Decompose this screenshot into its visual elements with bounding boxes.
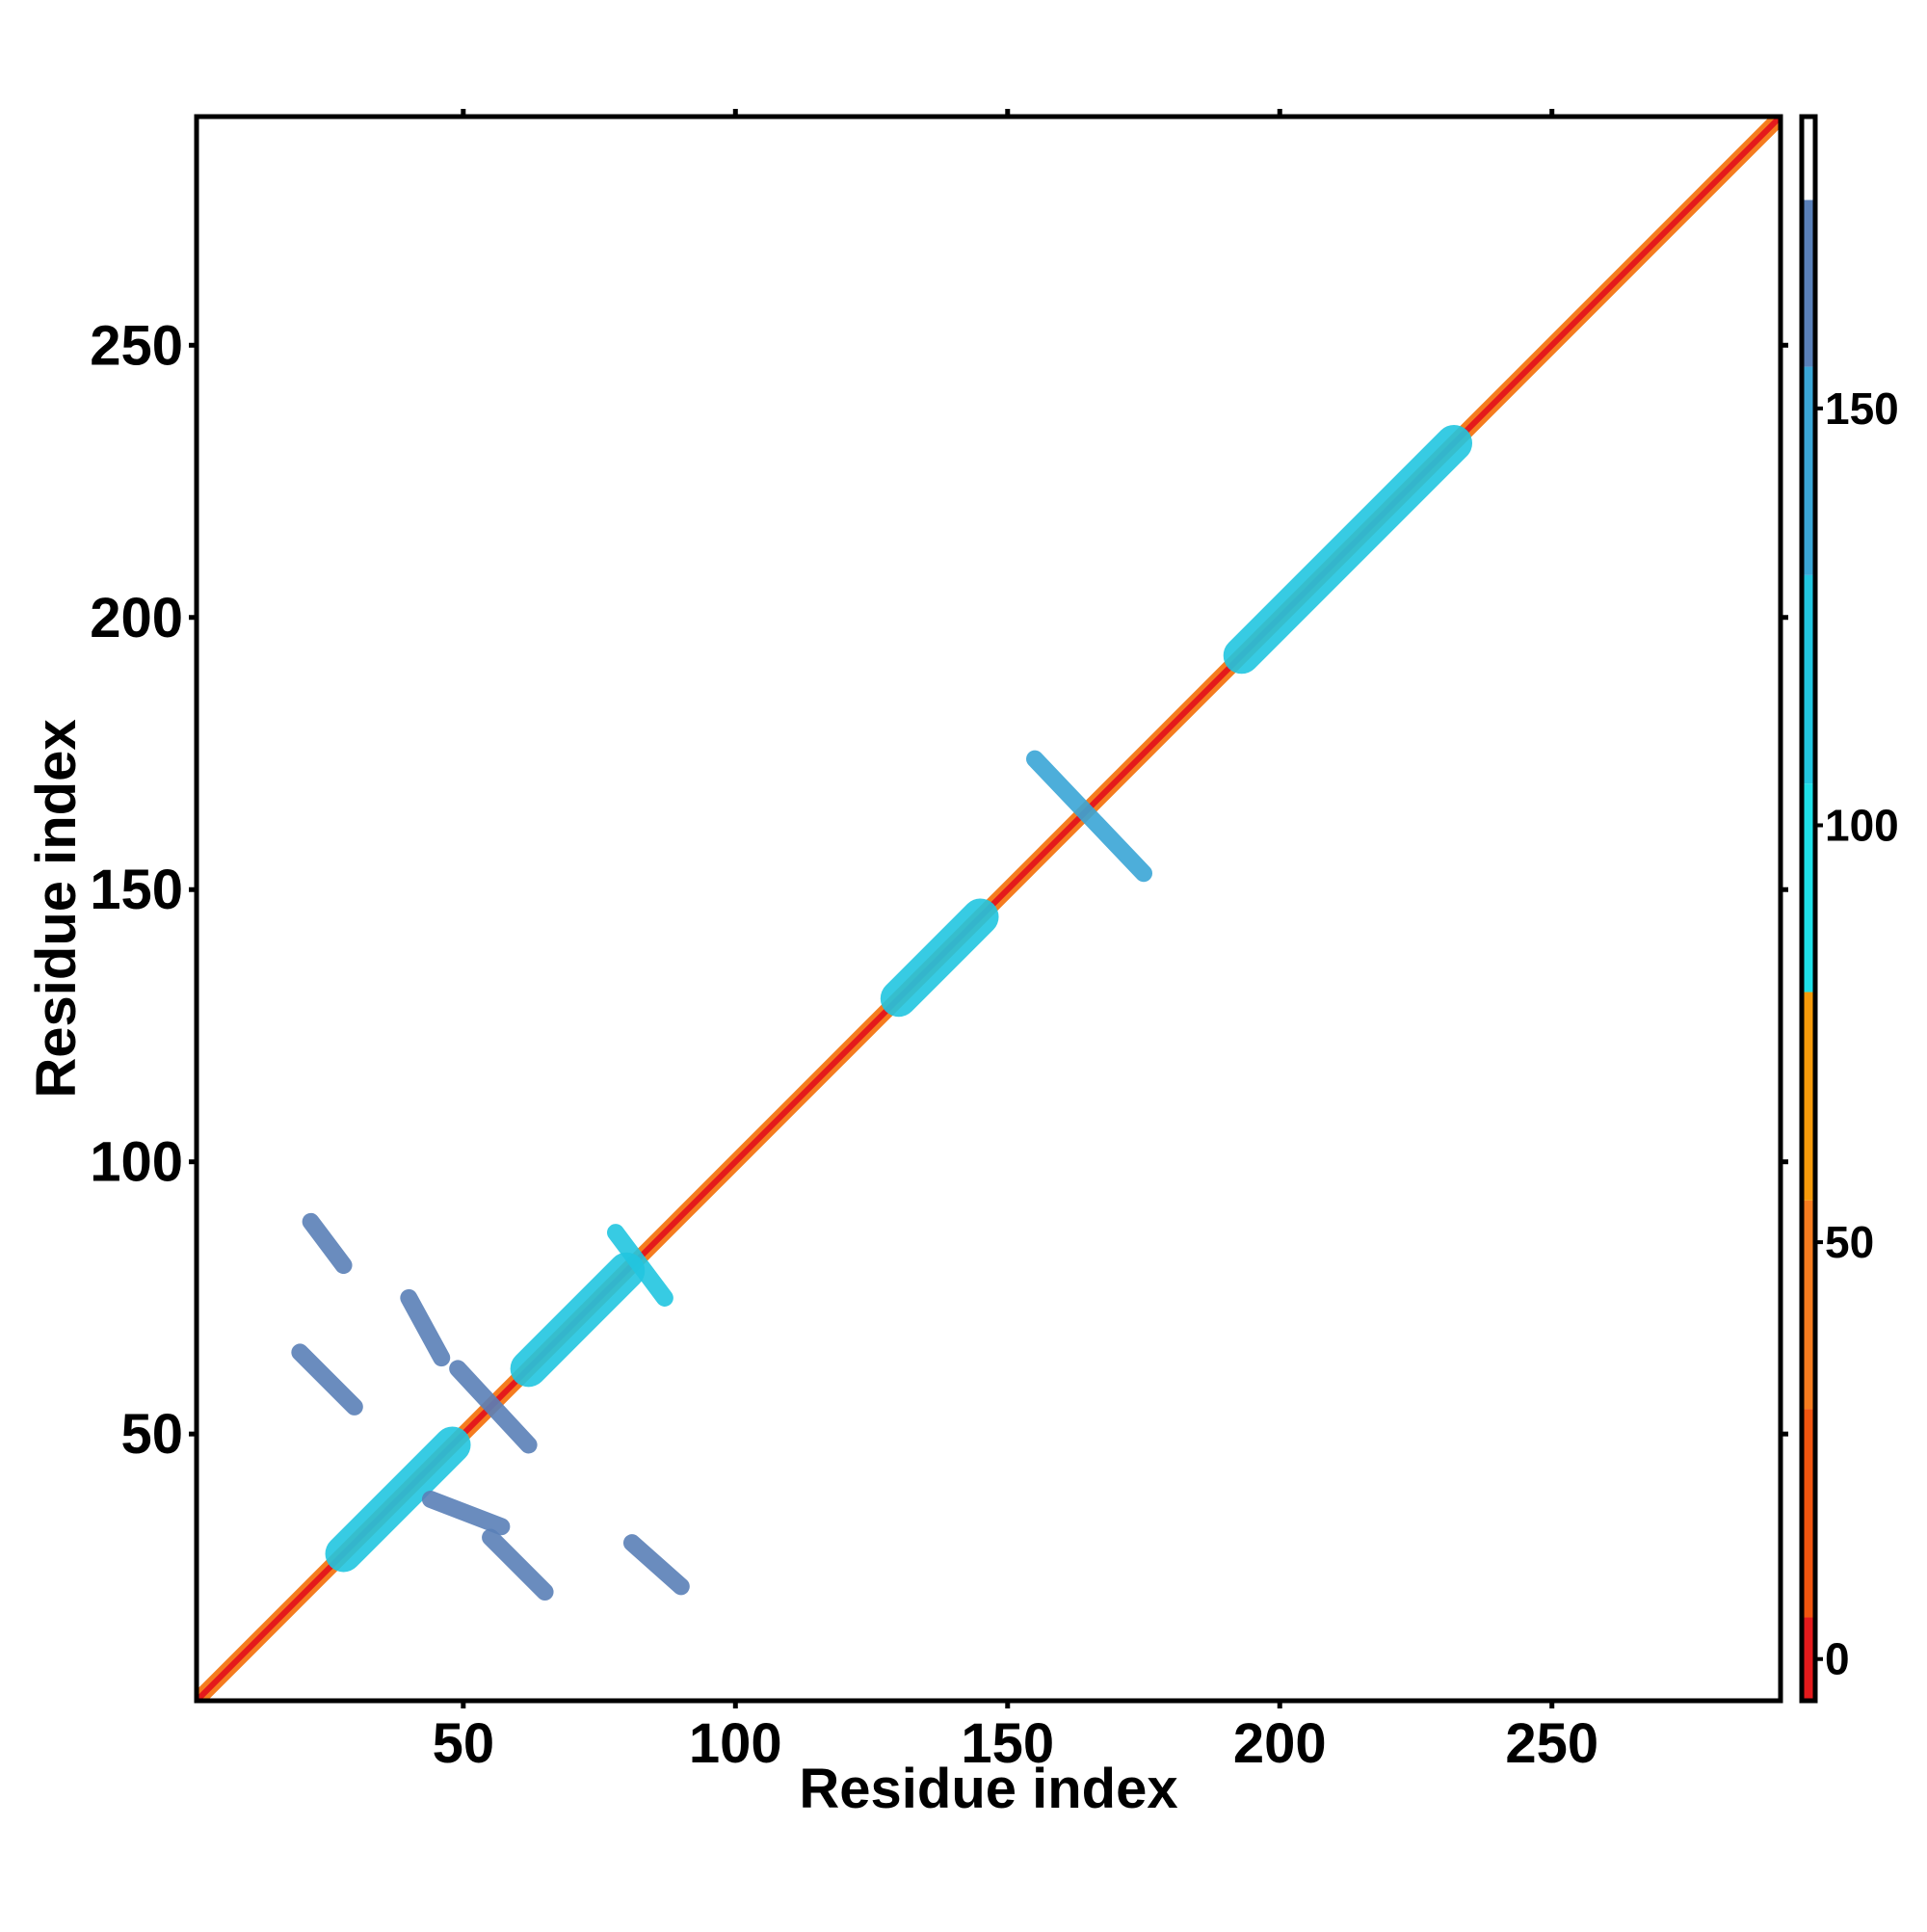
y-ticks: 50 100 150 200 250 bbox=[90, 314, 1788, 1466]
x-tick-label: 250 bbox=[1505, 1712, 1598, 1775]
colorbar-segment bbox=[1802, 1409, 1815, 1618]
colorbar-segment bbox=[1802, 199, 1815, 367]
colorbar-tick-label: 150 bbox=[1825, 384, 1899, 434]
colorbar-frame bbox=[1799, 114, 1818, 1704]
y-tick-label: 50 bbox=[120, 1403, 183, 1466]
colorbar bbox=[1802, 117, 1815, 1701]
contact-region-sheet-a bbox=[302, 1212, 353, 1275]
colorbar-segment bbox=[1802, 117, 1815, 200]
contact-regions bbox=[197, 117, 1781, 1701]
y-tick-label: 250 bbox=[90, 314, 183, 377]
y-tick-label: 100 bbox=[90, 1131, 183, 1194]
x-axis-label: Residue index bbox=[799, 1758, 1177, 1820]
contact-region-strand-e bbox=[421, 1490, 511, 1536]
plot-frame bbox=[194, 114, 1783, 1704]
x-tick-label: 100 bbox=[689, 1712, 782, 1775]
colorbar-segment bbox=[1802, 992, 1815, 1201]
contact-region-anti-parallel-3 bbox=[607, 1224, 673, 1307]
colorbar-tick-label: 50 bbox=[1825, 1217, 1874, 1267]
x-ticks: 50 100 150 200 250 bbox=[433, 109, 1598, 1775]
colorbar-segment bbox=[1802, 1617, 1815, 1701]
contact-region-strand-f bbox=[400, 1288, 451, 1367]
contact-region-helix-1 bbox=[325, 1426, 471, 1573]
y-axis-label: Residue index bbox=[25, 719, 88, 1098]
contact-region-sheet-d bbox=[622, 1534, 690, 1596]
contact-region-helix-3 bbox=[880, 898, 999, 1018]
colorbar-segment bbox=[1802, 366, 1815, 575]
contact-region-anti-parallel-2 bbox=[1026, 750, 1153, 883]
colorbar-ticks: 0 50 100 150 bbox=[1815, 384, 1899, 1684]
x-tick-label: 200 bbox=[1233, 1712, 1327, 1775]
contact-region-sheet-b bbox=[291, 1343, 363, 1416]
colorbar-tick-label: 100 bbox=[1825, 800, 1899, 850]
y-tick-label: 150 bbox=[90, 859, 183, 921]
colorbar-segment bbox=[1802, 1200, 1815, 1410]
contact-region-anti-parallel-1 bbox=[449, 1360, 538, 1454]
contact-region-helix-4 bbox=[1223, 424, 1473, 675]
colorbar-tick-label: 0 bbox=[1825, 1634, 1850, 1684]
colorbar-segment bbox=[1802, 574, 1815, 784]
contact-region-sheet-c bbox=[482, 1528, 554, 1601]
colorbar-segment bbox=[1802, 783, 1815, 992]
contact-region-helix-2 bbox=[510, 1252, 646, 1388]
x-tick-label: 150 bbox=[961, 1712, 1054, 1775]
x-tick-label: 50 bbox=[433, 1712, 495, 1775]
y-tick-label: 200 bbox=[90, 587, 183, 649]
